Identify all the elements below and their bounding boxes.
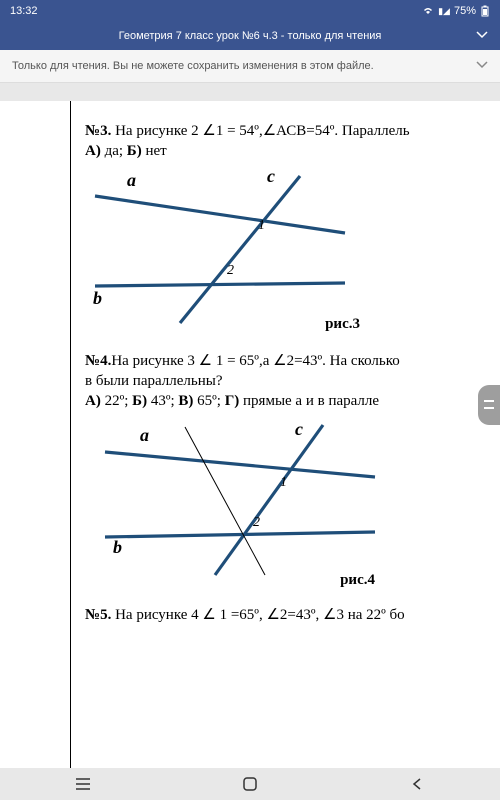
back-button[interactable] xyxy=(407,774,427,794)
angle-2: 2 xyxy=(227,263,234,279)
readonly-info-bar: Только для чтения. Вы не можете сохранит… xyxy=(0,50,500,83)
problem-number: №5. xyxy=(85,607,111,623)
angle-1: 1 xyxy=(280,475,287,491)
problem-text: На рисунке 3 ∠ 1 = 65º,а ∠2=43º. На скол… xyxy=(111,353,399,369)
label-c: c xyxy=(267,166,275,187)
option-a-text: да; xyxy=(101,143,127,159)
wifi-icon xyxy=(422,6,434,16)
diagram-3: a c b 1 2 рис.3 xyxy=(85,168,405,333)
content-area: №3. На рисунке 2 ∠1 = 54º,∠АСВ=54º. Пара… xyxy=(0,83,500,781)
title-bar: Геометрия 7 класс урок №6 ч.3 - только д… xyxy=(0,22,500,50)
option-a: А) xyxy=(85,143,101,159)
label-a: a xyxy=(140,425,149,446)
option-b-text: нет xyxy=(142,143,167,159)
recent-apps-button[interactable] xyxy=(73,774,93,794)
readonly-text: Только для чтения. Вы не можете сохранит… xyxy=(12,60,374,72)
diagram-4: a c b 1 2 рис.4 xyxy=(85,417,405,587)
option-d-text: прямые а и в паралле xyxy=(239,393,379,409)
figure-caption: рис.3 xyxy=(325,316,360,333)
angle-1: 1 xyxy=(258,218,265,234)
android-nav-bar xyxy=(0,768,500,800)
home-button[interactable] xyxy=(240,774,260,794)
option-d: Г) xyxy=(225,393,240,409)
option-b: Б) xyxy=(127,143,142,159)
problem-text-2: в были параллельны? xyxy=(85,373,223,389)
chevron-down-icon[interactable] xyxy=(476,60,488,72)
status-indicators: ▮◢ 75% xyxy=(422,5,490,17)
battery-text: 75% xyxy=(454,5,476,17)
document-page: №3. На рисунке 2 ∠1 = 54º,∠АСВ=54º. Пара… xyxy=(0,101,500,781)
angle-2: 2 xyxy=(253,515,260,531)
problem-4: №4.На рисунке 3 ∠ 1 = 65º,а ∠2=43º. На с… xyxy=(85,351,500,412)
signal-icon: ▮◢ xyxy=(438,6,450,17)
option-b: Б) xyxy=(132,393,147,409)
label-a: a xyxy=(127,170,136,191)
problem-number: №4. xyxy=(85,353,111,369)
option-c: В) xyxy=(178,393,193,409)
problem-5: №5. На рисунке 4 ∠ 1 =65º, ∠2=43º, ∠3 на… xyxy=(85,605,500,625)
option-c-text: 65º; xyxy=(193,393,224,409)
problem-number: №3. xyxy=(85,123,111,139)
label-c: c xyxy=(295,419,303,440)
status-time: 13:32 xyxy=(10,5,38,17)
problem-3: №3. На рисунке 2 ∠1 = 54º,∠АСВ=54º. Пара… xyxy=(85,121,500,162)
document-title: Геометрия 7 класс урок №6 ч.3 - только д… xyxy=(119,30,382,42)
figure-caption: рис.4 xyxy=(340,572,375,589)
option-a-text: 22º; xyxy=(101,393,132,409)
problem-text: На рисунке 2 ∠1 = 54º,∠АСВ=54º. Параллел… xyxy=(111,123,409,139)
label-b: b xyxy=(113,537,122,558)
chevron-down-icon[interactable] xyxy=(476,30,488,42)
battery-icon xyxy=(480,5,490,17)
option-a: А) xyxy=(85,393,101,409)
option-b-text: 43º; xyxy=(147,393,178,409)
problem-text: На рисунке 4 ∠ 1 =65º, ∠2=43º, ∠3 на 22º… xyxy=(111,607,404,623)
label-b: b xyxy=(93,288,102,309)
side-tab-handle[interactable] xyxy=(478,385,500,425)
page-content: №3. На рисунке 2 ∠1 = 54º,∠АСВ=54º. Пара… xyxy=(70,101,500,781)
status-bar: 13:32 ▮◢ 75% xyxy=(0,0,500,22)
